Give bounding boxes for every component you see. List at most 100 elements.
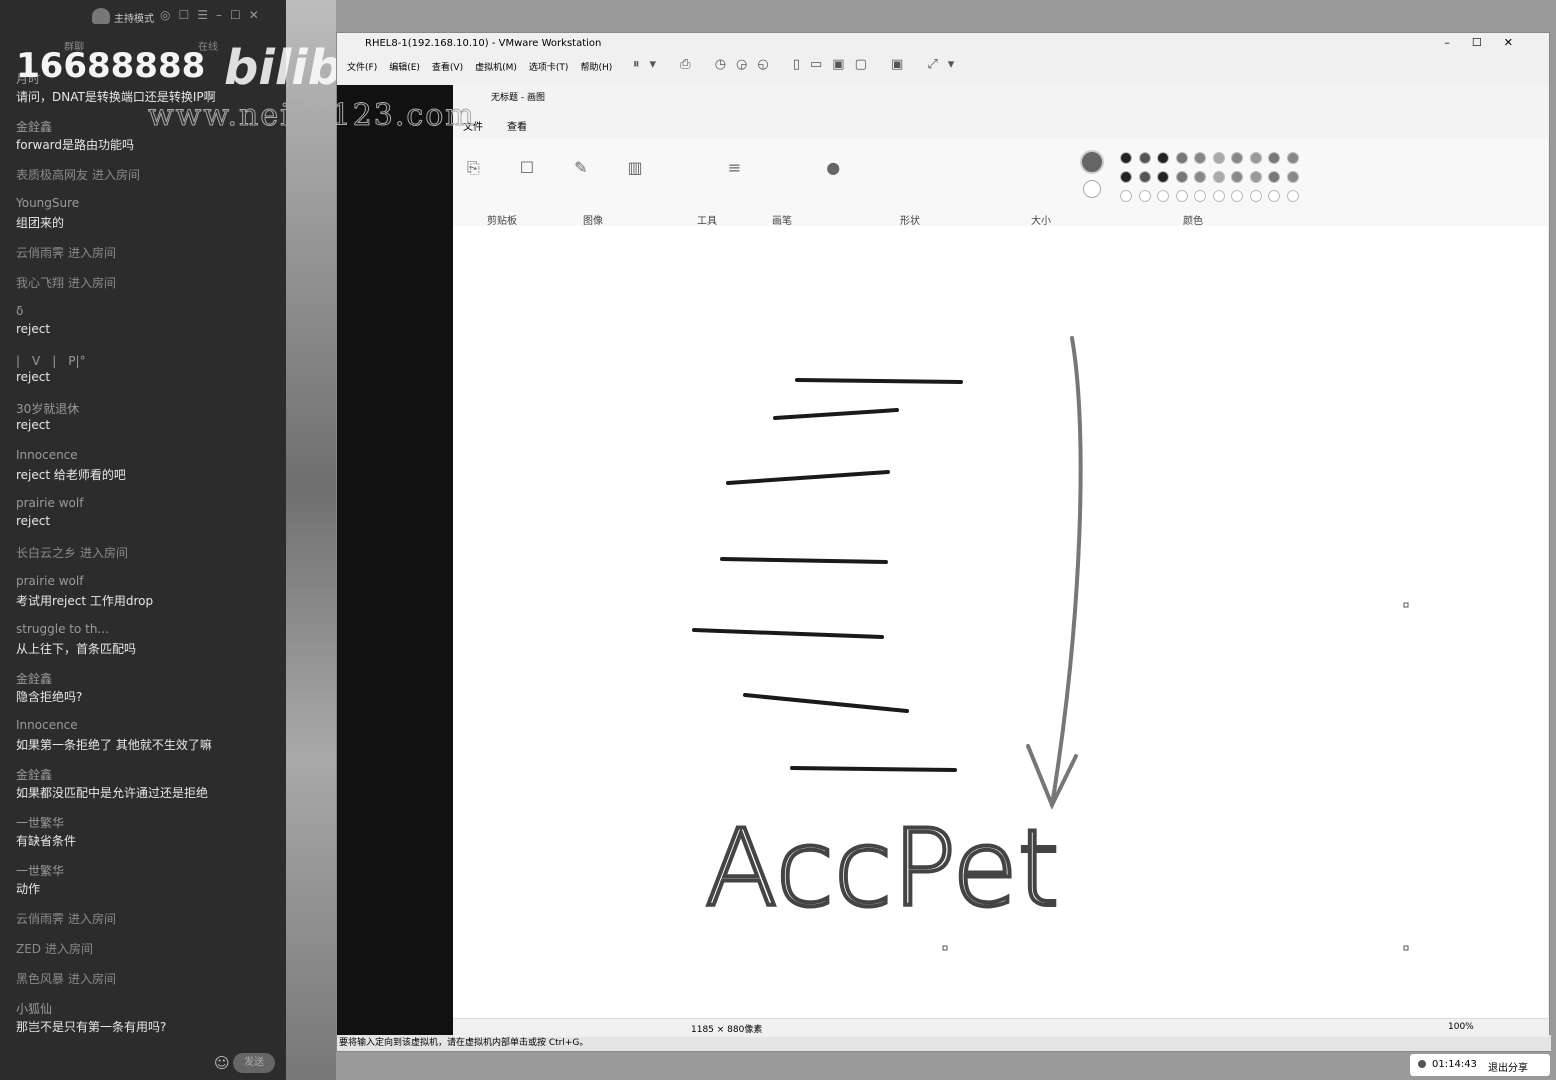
system-text: 进入房间	[68, 276, 117, 290]
system-message: 云俏雨霁 进入房间	[16, 244, 116, 261]
color-swatch[interactable]	[1157, 152, 1169, 164]
color-swatch[interactable]	[1138, 190, 1151, 202]
color-swatch[interactable]	[1249, 152, 1262, 164]
secondary-color[interactable]	[1083, 180, 1101, 198]
share-bar: 01:14:43 退出分享	[1410, 1054, 1550, 1076]
ribbon-icons[interactable]: ⎘☐✎▥ ≡ ●	[467, 158, 881, 177]
stroke	[692, 628, 884, 639]
window-controls[interactable]: ◎☐☰–☐✕	[160, 8, 267, 22]
stroke	[720, 557, 888, 564]
toolbar-icons[interactable]: ⏸▾ ⎙ ◷◶◵ ▯▭▣▢ ▣ ⤢▾	[633, 57, 965, 72]
menu-item[interactable]: 虚拟机(M)	[475, 63, 517, 73]
zoom-level: 100%	[1448, 1022, 1474, 1032]
chat-tab[interactable]: 群聊	[64, 42, 84, 53]
color-swatch[interactable]	[1120, 171, 1132, 183]
system-text: 进入房间	[68, 912, 117, 926]
color-swatch[interactable]	[1194, 171, 1206, 183]
color-swatch[interactable]	[1138, 152, 1151, 164]
resize-handle[interactable]	[1403, 602, 1409, 608]
stroke	[726, 470, 890, 485]
color-swatch[interactable]	[1175, 190, 1188, 202]
send-button[interactable]: 发送	[233, 1053, 275, 1073]
user-name: 30岁就退休	[16, 402, 80, 416]
user-name: Innocence	[16, 718, 78, 732]
message-text: 如果都没匹配中是允许通过还是拒绝	[16, 786, 209, 800]
user-name: 我心飞翔	[16, 276, 65, 290]
color-swatch[interactable]	[1120, 190, 1132, 202]
ribbon-group-label: 大小	[1031, 216, 1051, 227]
user-name: 表质极高网友	[16, 168, 89, 182]
stroke	[773, 408, 899, 420]
message-text: 有缺省条件	[16, 834, 77, 848]
menu-item[interactable]: 帮助(H)	[580, 63, 613, 73]
color-swatch[interactable]	[1268, 152, 1280, 164]
color-swatch[interactable]	[1194, 152, 1206, 164]
color-swatch[interactable]	[1268, 171, 1280, 183]
color-swatch[interactable]	[1194, 190, 1206, 202]
ribbon-group-label: 剪贴板	[487, 216, 517, 227]
system-text: 进入房间	[92, 168, 141, 182]
status-bar	[453, 1018, 1548, 1037]
user-name: 云俏雨霁	[16, 246, 65, 260]
color-swatch[interactable]	[1175, 171, 1188, 183]
primary-color[interactable]	[1080, 150, 1104, 174]
message-text: 考试用reject 工作用drop	[16, 594, 154, 608]
message-text: reject	[16, 514, 51, 528]
message-text: reject 给老师看的吧	[16, 468, 126, 482]
ribbon	[453, 138, 1548, 227]
menu-item[interactable]: 文件(F)	[347, 63, 378, 73]
color-swatch[interactable]	[1286, 171, 1299, 183]
user-name: 黑色风暴	[16, 972, 65, 986]
color-swatch[interactable]	[1249, 171, 1262, 183]
watermark-url: www.neike123.com	[148, 98, 476, 134]
user-name: YoungSure	[16, 196, 80, 210]
user-name: 一世繁华	[16, 816, 65, 830]
system-text: 进入房间	[45, 942, 94, 956]
system-text: 进入房间	[68, 972, 117, 986]
system-message: 长白云之乡 进入房间	[16, 544, 128, 561]
user-name: ZED	[16, 942, 42, 956]
menu-item[interactable]: 查看(V)	[431, 63, 464, 73]
color-swatch[interactable]	[1120, 152, 1132, 164]
color-swatch[interactable]	[1286, 152, 1299, 164]
user-name: 一世繁华	[16, 864, 65, 878]
emoji-button[interactable]: ☺	[214, 1054, 230, 1072]
color-swatch[interactable]	[1212, 190, 1225, 202]
message-text: reject	[16, 322, 51, 336]
color-swatch[interactable]	[1212, 171, 1225, 183]
color-swatch[interactable]	[1231, 171, 1243, 183]
message-text: 从上往下，首条匹配吗	[16, 642, 137, 656]
message-text: 动作	[16, 882, 41, 896]
user-name: 金銓鑫	[16, 120, 53, 134]
color-swatch[interactable]	[1157, 190, 1169, 202]
window-controls[interactable]: –☐✕	[1444, 36, 1535, 49]
share-time: 01:14:43	[1432, 1059, 1477, 1070]
menu-item[interactable]: 编辑(E)	[389, 63, 420, 73]
message-text: 如果第一条拒绝了 其他就不生效了嘛	[16, 738, 212, 752]
color-swatch[interactable]	[1286, 190, 1299, 202]
user-name: struggle to th...	[16, 622, 109, 636]
color-swatch[interactable]	[1138, 171, 1151, 183]
ribbon-group-label: 工具	[697, 216, 717, 227]
color-swatch[interactable]	[1268, 190, 1280, 202]
paint-window: 无标题 - 画图 文件 查看 ⎘☐✎▥ ≡ ● AccPet 1185 × 88…	[453, 84, 1548, 1037]
color-swatch[interactable]	[1157, 171, 1169, 183]
color-swatch[interactable]	[1231, 152, 1243, 164]
exit-share[interactable]: 退出分享	[1488, 1063, 1528, 1074]
color-swatch[interactable]	[1249, 190, 1262, 202]
system-text: 进入房间	[68, 246, 117, 260]
color-swatch[interactable]	[1231, 190, 1243, 202]
file-tab[interactable]: 文件	[463, 122, 483, 133]
color-swatch[interactable]	[1175, 152, 1188, 164]
vm-console	[337, 85, 454, 1037]
ribbon-group-label: 图像	[583, 216, 603, 227]
message-text: reject	[16, 418, 51, 432]
online-tab[interactable]: 在线	[198, 42, 218, 53]
view-tab[interactable]: 查看	[507, 122, 527, 133]
stroke	[790, 766, 957, 772]
color-swatch[interactable]	[1212, 152, 1225, 164]
resize-handle[interactable]	[1403, 945, 1409, 951]
menu-item[interactable]: 选项卡(T)	[528, 63, 569, 73]
chat-panel: 主持模式 ◎☐☰–☐✕ 群聊 在线 ☺ 发送 月时 请问，DNAT是转换端口还是转…	[0, 0, 286, 1080]
resize-handle[interactable]	[942, 945, 948, 951]
